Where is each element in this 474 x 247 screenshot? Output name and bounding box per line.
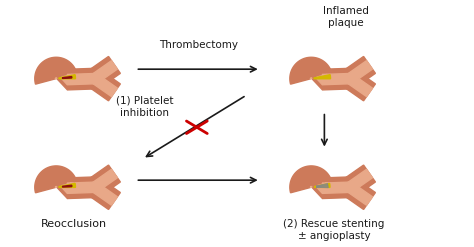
Text: Thrombectomy: Thrombectomy	[159, 40, 238, 50]
Circle shape	[90, 73, 100, 84]
Polygon shape	[312, 68, 350, 90]
Polygon shape	[55, 186, 57, 187]
Polygon shape	[344, 179, 375, 209]
Polygon shape	[344, 57, 375, 87]
Text: (2) Rescue stenting
± angioplasty: (2) Rescue stenting ± angioplasty	[283, 219, 384, 241]
Polygon shape	[310, 78, 312, 79]
Polygon shape	[57, 177, 95, 199]
Polygon shape	[59, 183, 75, 187]
Polygon shape	[89, 165, 120, 196]
Text: Reocclusion: Reocclusion	[41, 219, 107, 229]
Circle shape	[84, 177, 105, 198]
Polygon shape	[55, 78, 57, 79]
Polygon shape	[314, 184, 330, 187]
Circle shape	[90, 182, 100, 192]
Polygon shape	[347, 183, 373, 205]
Polygon shape	[92, 74, 118, 97]
Circle shape	[345, 182, 355, 192]
Circle shape	[339, 68, 360, 89]
Text: (1) Platelet
inhibition: (1) Platelet inhibition	[116, 96, 173, 118]
Polygon shape	[35, 57, 77, 84]
Polygon shape	[347, 74, 373, 97]
Polygon shape	[92, 169, 118, 191]
Polygon shape	[312, 177, 350, 199]
Circle shape	[339, 177, 360, 198]
Polygon shape	[92, 61, 118, 83]
Polygon shape	[35, 166, 77, 193]
Circle shape	[84, 68, 105, 89]
Polygon shape	[347, 61, 373, 83]
Polygon shape	[317, 182, 350, 193]
Circle shape	[345, 73, 355, 84]
Polygon shape	[57, 68, 95, 90]
Polygon shape	[92, 183, 118, 205]
Polygon shape	[89, 70, 120, 101]
Polygon shape	[347, 169, 373, 191]
Polygon shape	[63, 77, 72, 79]
Polygon shape	[290, 166, 332, 193]
Polygon shape	[62, 73, 95, 85]
Polygon shape	[317, 73, 350, 85]
Polygon shape	[89, 57, 120, 87]
Polygon shape	[62, 182, 95, 193]
Polygon shape	[344, 165, 375, 196]
Polygon shape	[310, 186, 312, 187]
Polygon shape	[63, 185, 72, 187]
Polygon shape	[314, 75, 330, 79]
Polygon shape	[290, 57, 332, 84]
Polygon shape	[59, 75, 75, 79]
Text: Inflamed
plaque: Inflamed plaque	[323, 6, 369, 28]
Polygon shape	[344, 70, 375, 101]
Polygon shape	[89, 179, 120, 209]
